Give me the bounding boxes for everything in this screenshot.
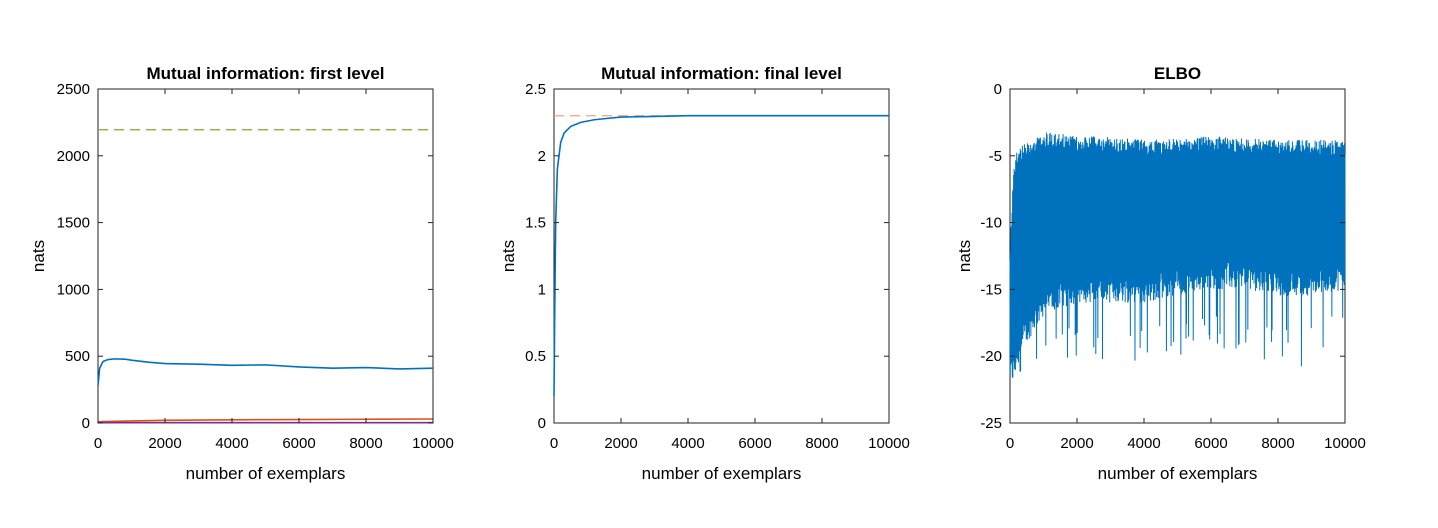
series-line-elbo — [1009, 132, 1346, 378]
x-tick-label: 6000 — [1194, 435, 1227, 452]
series-line — [97, 358, 434, 386]
tick-layer: 0 2000 4000 6000 8000 10000 0 0.5 1 1.5 2 2.5 — [525, 81, 910, 452]
x-axis-label: number of exemplars — [186, 464, 346, 483]
y-tick-label: 0 — [538, 415, 546, 432]
chart-title: ELBO — [1154, 64, 1201, 83]
y-axis-label: nats — [29, 240, 48, 272]
x-tick-label: 2000 — [148, 435, 181, 452]
chart-panel-elbo: ELBO number of exemplars nats 0 2000 4000 6… — [955, 64, 1366, 483]
y-tick-label: 1.5 — [525, 215, 546, 232]
y-tick-label: 2 — [538, 148, 546, 165]
chart-title: Mutual information: final level — [601, 64, 842, 83]
x-axis-label: number of exemplars — [1098, 464, 1258, 483]
x-tick-label: 0 — [94, 435, 102, 452]
y-axis-label: nats — [955, 240, 974, 272]
chart-title: Mutual information: first level — [146, 64, 384, 83]
x-tick-label: 8000 — [349, 435, 382, 452]
y-tick-label: -25 — [980, 415, 1002, 432]
x-tick-label: 10000 — [1324, 435, 1366, 452]
y-tick-label: -5 — [989, 148, 1002, 165]
x-tick-label: 8000 — [805, 435, 838, 452]
y-tick-label: 0 — [994, 81, 1002, 98]
y-tick-label: 2.5 — [525, 81, 546, 98]
y-tick-label: 1000 — [57, 281, 90, 298]
y-axis-label: nats — [499, 240, 518, 272]
x-tick-label: 10000 — [412, 435, 454, 452]
y-tick-label: 0.5 — [525, 348, 546, 365]
y-tick-label: 2500 — [57, 81, 90, 98]
plot-area-box — [553, 88, 890, 424]
y-tick-label: 1 — [538, 281, 546, 298]
y-tick-label: 2000 — [57, 148, 90, 165]
x-axis-label: number of exemplars — [642, 464, 802, 483]
x-tick-label: 2000 — [604, 435, 637, 452]
x-tick-label: 10000 — [868, 435, 910, 452]
y-tick-label: 0 — [82, 415, 90, 432]
y-tick-label: 1500 — [57, 215, 90, 232]
series-line — [97, 418, 434, 423]
x-tick-label: 4000 — [671, 435, 704, 452]
x-tick-label: 0 — [550, 435, 558, 452]
y-tick-label: -15 — [980, 281, 1002, 298]
x-tick-label: 0 — [1006, 435, 1014, 452]
series-layer — [553, 114, 889, 397]
x-tick-label: 4000 — [215, 435, 248, 452]
y-tick-label: 500 — [65, 348, 90, 365]
series-line — [553, 114, 889, 397]
chart-panel-final-level: Mutual information: final level number o… — [499, 64, 910, 483]
series-layer — [1009, 132, 1346, 378]
x-tick-label: 2000 — [1060, 435, 1093, 452]
x-tick-label: 8000 — [1261, 435, 1294, 452]
x-tick-label: 4000 — [1127, 435, 1160, 452]
chart-panel-first-level: Mutual information: first level number o… — [29, 64, 454, 483]
x-tick-label: 6000 — [738, 435, 771, 452]
series-layer — [97, 129, 434, 424]
tick-layer: 0 2000 4000 6000 8000 10000 0 500 1000 1500 2000 25… — [57, 81, 454, 452]
y-tick-label: -20 — [980, 348, 1002, 365]
tick-layer: 0 2000 4000 6000 8000 10000 -25 -20 -15 -10 -5 0 — [980, 81, 1366, 452]
plot-area-box — [97, 88, 434, 424]
x-tick-label: 6000 — [282, 435, 315, 452]
y-tick-label: -10 — [980, 215, 1002, 232]
